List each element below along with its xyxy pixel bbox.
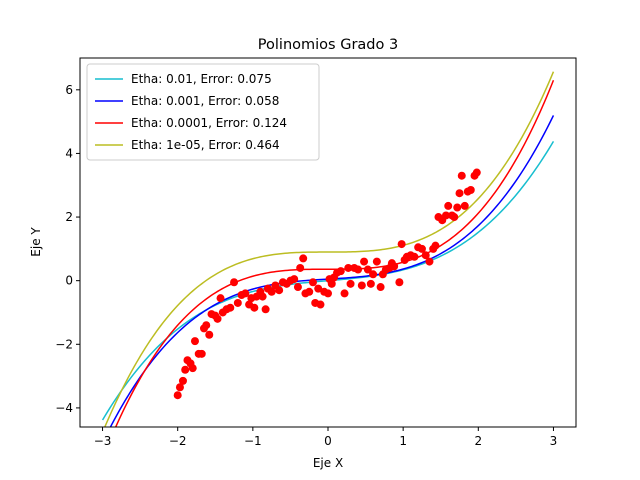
scatter-point: [395, 278, 404, 287]
x-tick-label: −1: [244, 434, 262, 448]
scatter-point: [466, 186, 475, 195]
scatter-point: [450, 213, 459, 222]
scatter-point: [460, 201, 469, 210]
scatter-point: [431, 241, 440, 250]
scatter-point: [457, 171, 466, 180]
scatter-point: [324, 289, 332, 298]
x-tick-label: 0: [324, 434, 332, 448]
x-tick-label: 2: [474, 434, 482, 448]
scatter-point: [241, 289, 250, 298]
y-tick-label: 0: [65, 274, 73, 288]
scatter-point: [366, 279, 375, 288]
scatter-point: [421, 251, 430, 260]
scatter-point: [250, 303, 259, 312]
y-tick-label: −4: [55, 401, 73, 415]
y-axis-label: Eje Y: [29, 227, 43, 257]
scatter-point: [354, 265, 363, 274]
scatter-point: [455, 189, 464, 198]
scatter-point: [267, 287, 276, 296]
x-axis: −3 −2 −1 0 1 2 3: [94, 427, 558, 448]
scatter-point: [441, 211, 450, 220]
scatter-point: [293, 283, 302, 292]
y-tick-label: 6: [65, 83, 73, 97]
scatter-point: [296, 263, 305, 272]
scatter-point: [226, 303, 235, 312]
chart-title: Polinomios Grado 3: [258, 37, 398, 53]
x-axis-label: Eje X: [313, 456, 343, 470]
series-line-3: [114, 79, 555, 427]
scatter-point: [205, 330, 214, 339]
scatter-point: [181, 365, 190, 374]
scatter-point: [390, 262, 399, 271]
scatter-point: [188, 364, 197, 373]
scatter-point: [316, 300, 325, 309]
scatter-point: [417, 244, 426, 253]
scatter-point: [472, 168, 481, 177]
x-tick-label: 1: [399, 434, 407, 448]
legend-label: Etha: 1e-05, Error: 0.464: [131, 138, 280, 152]
scatter-point: [258, 292, 267, 301]
y-tick-label: −2: [55, 337, 73, 351]
scatter-point: [397, 240, 406, 249]
scatter-point: [453, 203, 462, 212]
scatter-point: [178, 376, 187, 385]
scatter-point: [233, 298, 242, 307]
scatter-point: [275, 286, 284, 295]
scatter-point: [308, 278, 317, 287]
scatter-point: [230, 278, 239, 287]
x-tick-label: −2: [169, 434, 187, 448]
y-tick-label: 2: [65, 210, 73, 224]
scatter-point: [213, 314, 222, 323]
legend-label: Etha: 0.0001, Error: 0.124: [131, 116, 287, 130]
scatter-point: [305, 287, 314, 296]
legend-label: Etha: 0.01, Error: 0.075: [131, 72, 272, 86]
scatter-point: [336, 267, 345, 276]
scatter-point: [369, 270, 378, 279]
scatter-point: [327, 279, 336, 288]
scatter-point: [363, 265, 372, 274]
scatter-point: [376, 283, 385, 292]
scatter-point: [190, 337, 199, 346]
scatter-point: [299, 254, 308, 263]
scatter-point: [314, 284, 323, 293]
scatter-point: [372, 257, 381, 266]
legend: Etha: 0.01, Error: 0.075 Etha: 0.001, Err…: [86, 63, 320, 161]
scatter-point: [425, 257, 434, 266]
x-tick-label: 3: [550, 434, 558, 448]
scatter-point: [261, 305, 270, 314]
scatter-point: [344, 263, 353, 272]
scatter-point: [202, 321, 211, 330]
x-tick-label: −3: [94, 434, 112, 448]
scatter-point: [410, 252, 419, 261]
scatter-point: [360, 257, 369, 266]
scatter-point: [346, 279, 355, 288]
y-tick-label: 4: [65, 146, 73, 160]
legend-box: [86, 63, 320, 161]
scatter-point: [357, 281, 366, 290]
y-axis: −4 −2 0 2 4 6: [55, 83, 80, 415]
scatter-point: [340, 289, 349, 298]
scatter-point: [175, 383, 184, 392]
legend-label: Etha: 0.001, Error: 0.058: [131, 94, 279, 108]
plot-content: [101, 71, 555, 427]
series-line-4: [104, 71, 555, 427]
scatter-point: [444, 201, 453, 210]
scatter-point: [290, 275, 299, 284]
scatter-point: [216, 294, 225, 303]
scatter-point: [197, 349, 206, 358]
scatter-point: [173, 391, 182, 400]
